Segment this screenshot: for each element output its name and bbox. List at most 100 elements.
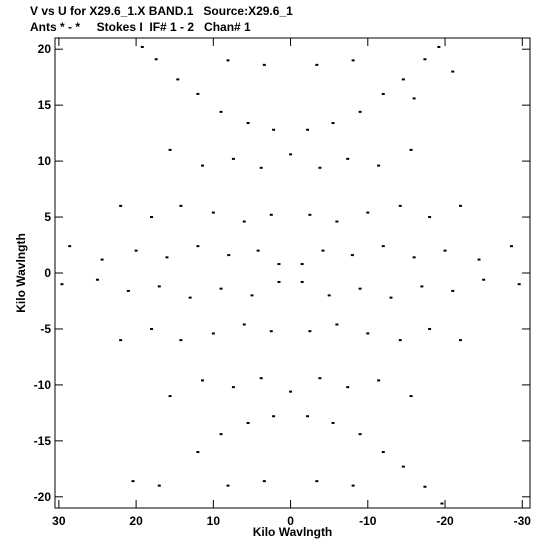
data-point [482,278,486,281]
data-point [211,332,215,335]
data-point [150,327,154,330]
data-point [250,294,254,297]
data-point [440,502,444,505]
data-point [131,480,135,483]
x-tick-label: -20 [436,514,454,528]
y-tick-label: 15 [38,98,52,112]
data-point [289,153,293,156]
data-point [168,148,172,151]
data-point [315,63,319,66]
data-point [389,296,393,299]
data-point [289,390,293,393]
data-point [335,323,339,326]
data-point [437,45,441,48]
plot-title: V vs U for X29.6_1.X BAND.1 Source:X29.6… [30,4,293,18]
data-point [196,451,200,454]
data-point [451,70,455,73]
data-point [358,433,362,436]
data-point [227,254,231,257]
data-point [409,148,413,151]
data-point [226,59,230,62]
data-points [60,45,521,505]
data-point [306,415,310,418]
y-tick-label: -20 [34,490,52,504]
data-point [269,330,273,333]
y-tick-label: -15 [34,434,52,448]
data-point [423,58,427,61]
data-point [409,395,413,398]
data-point [219,433,223,436]
data-point [428,216,432,219]
data-point [157,285,161,288]
data-point [398,339,402,342]
data-point [165,256,169,259]
data-point [259,377,263,380]
data-point [351,59,355,62]
data-point [351,484,355,487]
data-point [318,166,322,169]
data-point [377,164,381,167]
y-tick-label: -10 [34,378,52,392]
plot-frame [54,37,531,509]
data-point [451,289,455,292]
data-point [157,484,161,487]
data-point [358,287,362,290]
x-tick-label: 10 [207,514,221,528]
data-point [381,451,385,454]
data-point [300,280,304,283]
data-point [272,415,276,418]
data-point [179,204,183,207]
data-point [196,92,200,95]
data-point [246,122,250,125]
data-point [458,339,462,342]
data-point [509,245,513,248]
data-point [242,323,246,326]
data-point [219,110,223,113]
data-point [412,97,416,100]
data-point [277,280,281,283]
data-point [398,204,402,207]
data-point [321,249,325,252]
data-point [150,216,154,219]
y-tick-label: 0 [44,266,51,280]
data-point [100,258,104,261]
data-point [377,379,381,382]
data-point [140,45,144,48]
data-point [259,166,263,169]
y-axis-ticks: -20 -15 -10 -5 0 5 10 15 20 [34,42,530,504]
y-tick-label: 10 [38,154,52,168]
data-point [219,287,223,290]
data-point [196,245,200,248]
data-point [262,480,266,483]
data-point [269,213,273,216]
data-point [358,110,362,113]
data-point [331,122,335,125]
data-point [315,480,319,483]
x-tick-label: -30 [514,514,532,528]
x-tick-label: 30 [52,514,66,528]
data-point [517,283,521,286]
data-point [277,263,281,266]
y-tick-label: -5 [40,322,51,336]
data-point [350,254,354,257]
data-point [423,485,427,488]
data-point [246,421,250,424]
data-point [211,211,215,214]
data-point [412,256,416,259]
data-point [168,395,172,398]
data-point [126,289,130,292]
data-point [401,78,405,81]
data-point [381,245,385,248]
data-point [272,128,276,131]
data-point [420,285,424,288]
data-point [68,245,72,248]
x-axis-ticks: 30 20 10 0 -10 -20 -30 [52,38,531,528]
data-point [443,249,447,252]
data-point [308,330,312,333]
x-tick-label: 0 [287,514,294,528]
plot-subtitle: Ants * - * Stokes I IF# 1 - 2 Chan# 1 [30,20,251,34]
data-point [308,213,312,216]
data-point [226,484,230,487]
data-point [318,377,322,380]
